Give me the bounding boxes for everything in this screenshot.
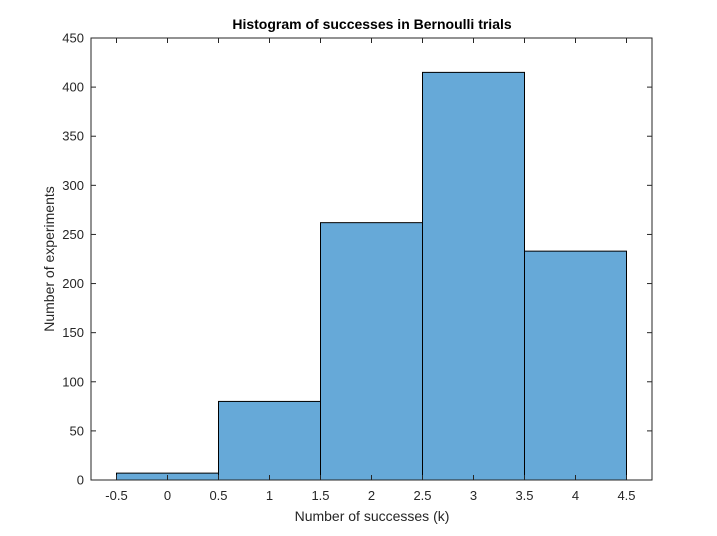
x-tick-label: 3 (470, 488, 477, 503)
y-tick-label: 100 (62, 374, 84, 389)
y-tick-label: 200 (62, 276, 84, 291)
x-tick-label: 4 (572, 488, 579, 503)
x-tick-label: 1 (266, 488, 273, 503)
bars-group (116, 71, 627, 481)
histogram-bar (218, 400, 321, 481)
x-tick-label: 0.5 (209, 488, 227, 503)
x-tick-label: 2.5 (413, 488, 431, 503)
x-tick-label: 0 (164, 488, 171, 503)
y-tick-label: 50 (70, 423, 84, 438)
x-tick-label: 2 (368, 488, 375, 503)
y-tick-label: 350 (62, 129, 84, 144)
y-tick-label: 400 (62, 80, 84, 95)
y-tick-label: 300 (62, 178, 84, 193)
y-axis-label: Number of experiments (41, 186, 57, 332)
x-tick-label: 4.5 (617, 488, 635, 503)
y-tick-label: 250 (62, 227, 84, 242)
x-tick-label: -0.5 (105, 488, 127, 503)
x-axis-label: Number of successes (k) (295, 508, 450, 524)
histogram-bar (524, 250, 627, 481)
y-tick-label: 450 (62, 31, 84, 46)
x-tick-label: 1.5 (311, 488, 329, 503)
y-tick-label: 150 (62, 325, 84, 340)
plot-frame (90, 37, 653, 481)
histogram-bar (320, 222, 423, 481)
x-tick-label: 3.5 (515, 488, 533, 503)
histogram-bar (422, 71, 525, 481)
y-tick-label: 0 (77, 473, 84, 488)
tick-labels-group: -0.5 0 0.5 1 1.5 2 2.5 3 3.5 4 4.5 0 50 100 150 200 250 3… (62, 31, 635, 504)
chart-title: Histogram of successes in Bernoulli tria… (232, 16, 512, 32)
